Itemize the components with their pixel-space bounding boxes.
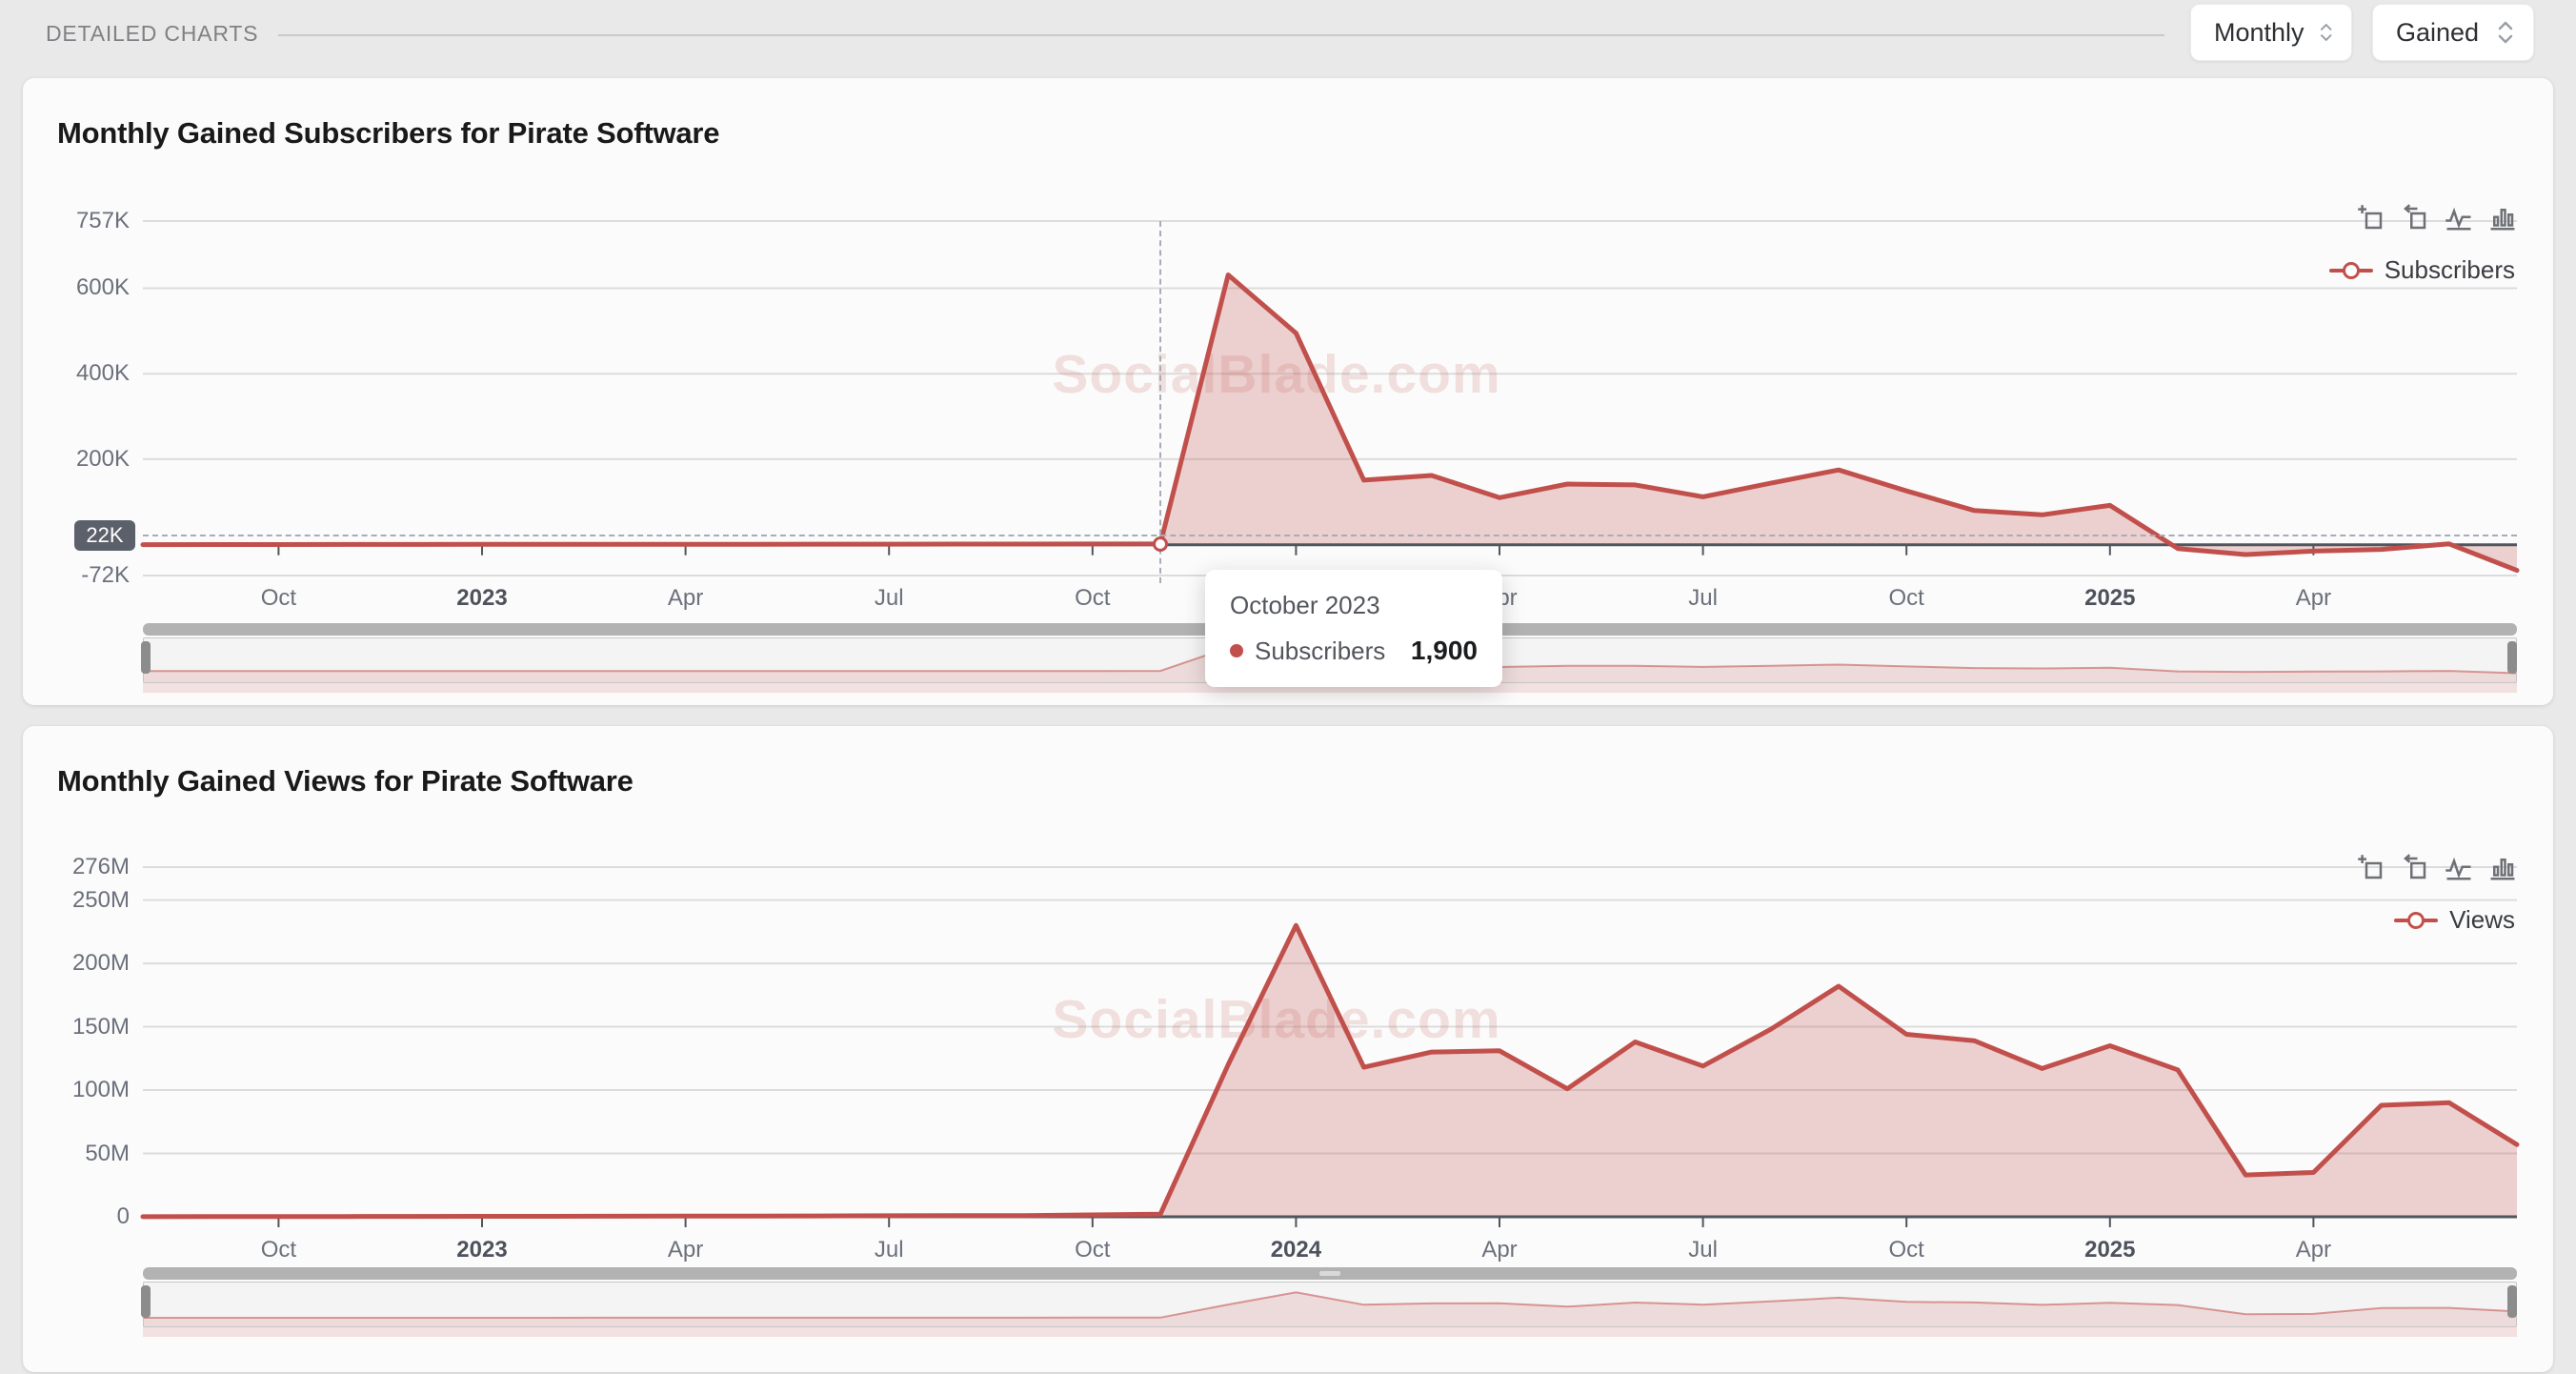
updown-chevron-icon	[2498, 21, 2513, 44]
bar-chart-icon[interactable]	[2488, 204, 2517, 232]
chart-tooltip: October 2023 Subscribers 1,900	[1205, 570, 1502, 687]
socialblade-watermark: SocialBlade.com	[1052, 344, 1501, 405]
y-axis-label: 0	[116, 1203, 130, 1229]
x-axis-label: 2023	[456, 585, 508, 611]
x-axis-label: Oct	[1888, 585, 1924, 611]
x-axis: Oct 2023 Apr Jul Oct 2024 Apr Jul Oct 2025 Apr	[143, 1237, 2517, 1267]
minimap-right-handle[interactable]	[2507, 1285, 2517, 1318]
tooltip-series-value: 1,900	[1410, 636, 1478, 665]
series-area	[143, 925, 2517, 1217]
x-axis-label: 2025	[2084, 1237, 2136, 1263]
zoom-reset-icon[interactable]	[2401, 204, 2429, 232]
y-axis: 276M 250M 200M 150M 100M 50M 0	[23, 726, 130, 1372]
minimap-track[interactable]	[143, 1282, 2517, 1327]
legend-label: Subscribers	[2384, 255, 2515, 284]
crosshair-vertical-line	[1159, 221, 1161, 583]
tooltip-series-row: Subscribers 1,900	[1230, 636, 1478, 666]
x-axis-label: Apr	[1481, 1237, 1518, 1263]
y-axis: 757K 600K 400K 200K -72K	[23, 78, 130, 705]
y-axis-label: 600K	[75, 274, 130, 301]
zoom-reset-icon[interactable]	[2401, 854, 2429, 882]
x-axis-label: Oct	[260, 585, 297, 611]
minimap-series-line	[143, 1291, 2518, 1319]
y-axis-label: 400K	[75, 360, 130, 387]
y-axis-label: 757K	[75, 208, 130, 233]
x-axis-label: Apr	[2295, 585, 2332, 611]
legend-item-views[interactable]: Views	[2394, 905, 2515, 935]
y-axis-label: 150M	[71, 1013, 130, 1040]
x-axis-label: 2023	[456, 1237, 508, 1263]
tooltip-series-name: Subscribers	[1255, 636, 1386, 665]
line-series-marker-icon	[2328, 261, 2373, 280]
views-chart-card: Monthly Gained Views for Pirate Software…	[23, 726, 2553, 1372]
x-axis-label: 2024	[1270, 1237, 1322, 1263]
x-axis-label: 2025	[2084, 585, 2136, 611]
y-axis-label: 200M	[71, 950, 130, 977]
crosshair-horizontal-line	[143, 534, 2517, 536]
subscribers-chart-card: Monthly Gained Subscribers for Pirate So…	[23, 78, 2553, 705]
x-axis-label: Jul	[874, 1237, 904, 1263]
section-header: DETAILED CHARTS Monthly Gained	[0, 0, 2576, 69]
minimap-left-handle[interactable]	[141, 1285, 151, 1318]
line-series-marker-icon	[2394, 911, 2439, 930]
x-axis-label: Jul	[1688, 585, 1718, 611]
y-axis-label: 250M	[71, 886, 130, 913]
scrollbar-grip-icon	[1319, 1271, 1340, 1276]
crosshair-y-value-badge: 22K	[74, 519, 135, 551]
x-axis-label: Apr	[2295, 1237, 2332, 1263]
region-zoom-icon[interactable]	[2357, 854, 2385, 882]
x-axis-label: Oct	[260, 1237, 297, 1263]
x-axis-label: Apr	[667, 1237, 704, 1263]
tooltip-date: October 2023	[1230, 591, 1380, 619]
section-title: DETAILED CHARTS	[46, 21, 259, 46]
line-chart-icon[interactable]	[2445, 204, 2473, 232]
minimap-scrollbar[interactable]	[143, 1267, 2517, 1280]
hovered-point-marker	[1153, 535, 1168, 552]
legend-item-subscribers[interactable]: Subscribers	[2328, 255, 2515, 285]
legend-label: Views	[2449, 905, 2515, 934]
x-axis-label: Apr	[667, 585, 704, 611]
region-zoom-icon[interactable]	[2357, 204, 2385, 232]
period-dropdown-value: Monthly	[2214, 17, 2304, 47]
series-line	[140, 922, 2520, 1220]
x-axis-label: Oct	[1075, 1237, 1111, 1263]
series-dot-icon	[1230, 644, 1243, 657]
x-axis-label: Jul	[1688, 1237, 1718, 1263]
metric-dropdown-value: Gained	[2396, 17, 2480, 47]
chart-title: Monthly Gained Views for Pirate Software	[57, 764, 634, 798]
bar-chart-icon[interactable]	[2488, 854, 2517, 882]
minimap-right-handle[interactable]	[2507, 641, 2517, 674]
y-axis-label: 200K	[75, 445, 130, 472]
y-axis-label: 100M	[71, 1077, 130, 1103]
x-axis-label: Oct	[1075, 585, 1111, 611]
line-chart-icon[interactable]	[2445, 854, 2473, 882]
metric-dropdown[interactable]: Gained	[2372, 4, 2534, 61]
series-area	[143, 274, 2517, 571]
views-plot-area[interactable]	[140, 866, 2520, 1227]
x-axis-label: Jul	[874, 585, 904, 611]
socialblade-watermark: SocialBlade.com	[1052, 989, 1501, 1050]
minimap-left-handle[interactable]	[141, 641, 151, 674]
chart-toolbar	[2357, 854, 2517, 882]
chart-title: Monthly Gained Subscribers for Pirate So…	[57, 116, 720, 150]
minimap-series-area	[143, 1292, 2517, 1337]
series-line	[140, 273, 2520, 574]
chart-toolbar	[2357, 204, 2517, 232]
y-axis-label: 50M	[85, 1140, 130, 1166]
period-dropdown[interactable]: Monthly	[2190, 4, 2352, 61]
section-divider	[278, 34, 2164, 36]
updown-chevron-icon	[2320, 24, 2332, 41]
x-axis-label: Oct	[1888, 1237, 1924, 1263]
y-axis-label: 276M	[71, 854, 130, 879]
minimap-preview	[143, 1282, 2518, 1337]
y-axis-label: -72K	[81, 562, 130, 588]
